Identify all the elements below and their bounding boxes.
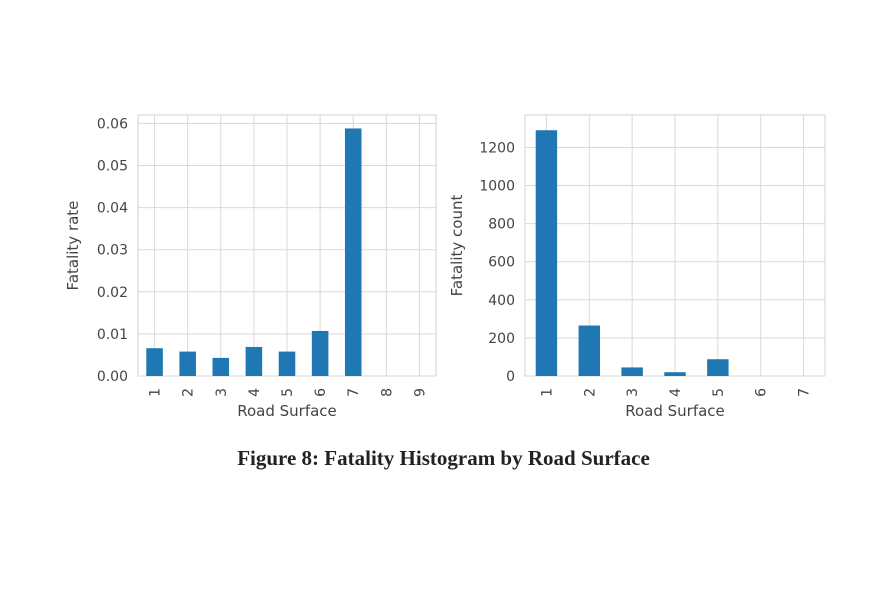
bar: [278, 351, 296, 376]
bar: [311, 330, 329, 376]
y-axis-label: Fatality count: [448, 195, 466, 297]
x-tick-label: 6: [754, 388, 770, 397]
bar: [179, 351, 196, 376]
bar: [344, 128, 362, 376]
y-tick-label: 0: [506, 369, 515, 385]
y-tick-label: 0.00: [97, 369, 128, 385]
y-tick-label: 200: [488, 331, 515, 347]
x-tick-label: 1: [539, 388, 555, 397]
y-tick-label: 800: [488, 217, 515, 233]
y-tick-label: 0.05: [97, 159, 128, 175]
x-tick-label: 2: [582, 388, 598, 397]
y-axis-label: Fatality rate: [64, 201, 82, 291]
y-tick-label: 0.04: [97, 201, 128, 217]
x-tick-label: 8: [379, 388, 395, 397]
x-tick-label: 6: [313, 388, 329, 397]
y-tick-label: 0.03: [97, 243, 128, 259]
x-tick-label: 3: [214, 388, 230, 397]
y-tick-label: 0.02: [97, 285, 128, 301]
chart-fatality-count: 0 200 400 600 800 1000 1200 1 2 3 4 5 6 7 Road Surface…: [448, 114, 826, 420]
bar: [664, 372, 686, 376]
bar: [212, 357, 230, 376]
x-tick-label: 4: [247, 388, 263, 397]
chart-fatality-rate: 0.00 0.01 0.02 0.03 0.04 0.05 0.06 1 2 3 4 5 6 7 8 9 Roa…: [64, 114, 437, 420]
bar: [621, 367, 643, 376]
bar: [245, 346, 263, 376]
x-tick-label: 7: [346, 388, 362, 397]
y-tick-label: 0.06: [97, 116, 128, 132]
x-tick-label: 5: [711, 388, 727, 397]
bar: [707, 359, 729, 376]
bar: [535, 130, 558, 376]
x-tick-label: 3: [625, 388, 641, 397]
y-tick-label: 1200: [479, 140, 515, 156]
y-tick-label: 600: [488, 255, 515, 271]
x-axis-label: Road Surface: [625, 402, 725, 420]
y-tick-label: 1000: [479, 178, 515, 194]
x-tick-label: 5: [280, 388, 296, 397]
x-tick-label: 1: [148, 388, 164, 397]
y-tick-label: 0.01: [97, 327, 128, 343]
x-tick-label: 7: [797, 388, 813, 397]
bar: [578, 325, 600, 376]
x-tick-label: 9: [412, 388, 428, 397]
figure-caption: Figure 8: Fatality Histogram by Road Sur…: [237, 446, 650, 470]
x-axis-label: Road Surface: [237, 402, 337, 420]
x-tick-label: 2: [181, 388, 197, 397]
y-tick-label: 400: [488, 293, 515, 309]
bar: [146, 348, 163, 376]
x-tick-label: 4: [668, 388, 684, 397]
